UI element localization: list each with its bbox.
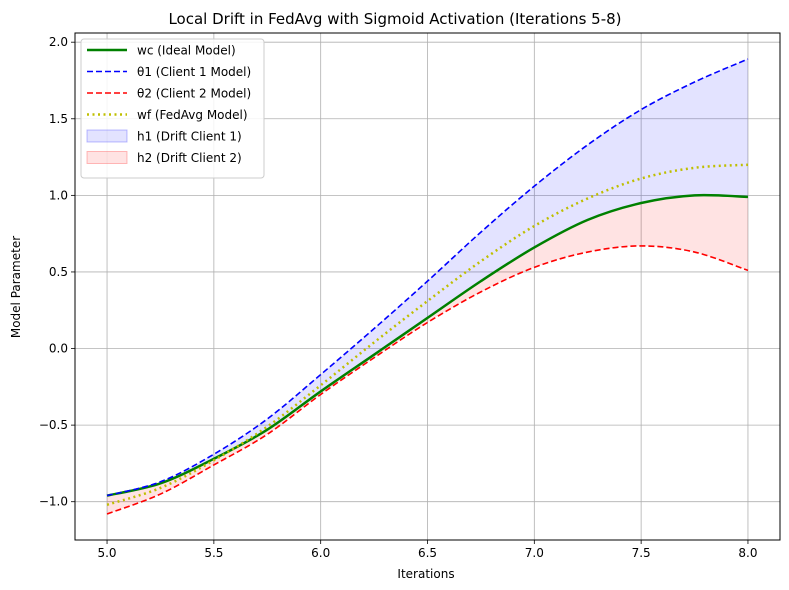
series-line (106, 58, 749, 497)
series-lines (106, 58, 749, 515)
series-line (106, 163, 749, 506)
fill-2 (107, 195, 748, 514)
legend-label: h2 (Drift Client 2) (137, 151, 242, 165)
x-tick-label: 7.0 (525, 546, 544, 560)
series-line (106, 193, 748, 497)
y-tick-label: 1.5 (49, 112, 68, 126)
legend-swatch (86, 151, 128, 164)
legend: wc (Ideal Model) θ1 (Client 1 Model) θ2 (C… (80, 38, 265, 179)
grid (75, 33, 780, 540)
chart-title: Local Drift in FedAvg with Sigmoid Activ… (168, 10, 621, 28)
y-axis-label: Model Parameter (9, 236, 23, 338)
legend-label: θ2 (Client 2 Model) (137, 87, 251, 101)
y-tick-label: 1.0 (49, 188, 68, 202)
x-tick-label: 5.5 (204, 546, 223, 560)
legend-box (80, 38, 265, 179)
y-tick-label: 0.0 (49, 342, 68, 356)
series-line (106, 245, 749, 515)
x-tick-label: 7.5 (632, 546, 651, 560)
y-tick-label: −1.0 (39, 495, 68, 509)
legend-swatch (86, 129, 128, 143)
fill-1 (107, 59, 748, 496)
y-tick-label: 0.5 (49, 265, 68, 279)
y-tick-label: 2.0 (49, 35, 68, 49)
legend-label: wc (Ideal Model) (137, 44, 236, 58)
x-axis-label: Iterations (397, 567, 454, 581)
legend-label: θ1 (Client 1 Model) (137, 65, 251, 79)
y-ticks: −1.0 −0.5 0.0 0.5 1.0 1.5 2.0 (39, 35, 75, 509)
x-tick-label: 6.0 (311, 546, 330, 560)
y-tick-label: −0.5 (39, 418, 68, 432)
x-tick-label: 8.0 (738, 546, 757, 560)
x-tick-label: 6.5 (418, 546, 437, 560)
legend-label: h1 (Drift Client 1) (137, 130, 242, 144)
x-ticks: 5.0 5.5 6.0 6.5 7.0 7.5 8.0 (97, 540, 758, 560)
legend-label: wf (FedAvg Model) (137, 108, 248, 122)
x-tick-label: 5.0 (97, 546, 116, 560)
drift-fills (107, 59, 748, 514)
